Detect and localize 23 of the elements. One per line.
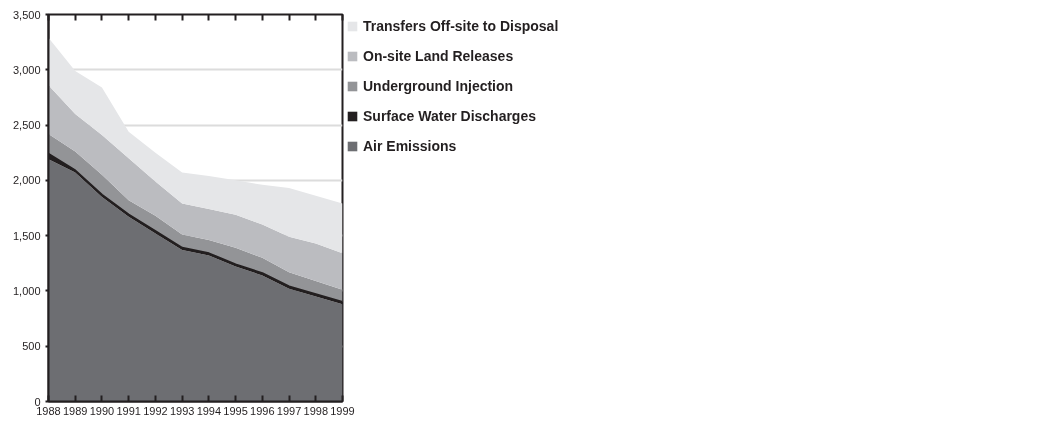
legend-label: Surface Water Discharges <box>363 108 536 124</box>
y-tick-label: 2,000 <box>12 174 41 187</box>
x-tick-label: 1999 <box>330 404 355 417</box>
legend-label: Air Emissions <box>363 138 457 154</box>
x-tick-label: 1992 <box>143 404 168 417</box>
x-tick-label: 1996 <box>250 404 275 417</box>
x-tick-label: 1989 <box>62 404 88 417</box>
y-tick-label: 3,000 <box>12 63 41 76</box>
x-tick-label: 1998 <box>303 404 329 417</box>
x-tick-label: 1995 <box>223 404 248 417</box>
legend-label: Underground Injection <box>363 78 514 94</box>
y-tick-label: 3,500 <box>12 8 41 21</box>
y-tick-label: 2,500 <box>12 119 41 132</box>
y-tick-label: 500 <box>22 340 41 353</box>
x-tick-label: 1993 <box>169 404 195 417</box>
x-tick-label: 1997 <box>276 404 302 417</box>
legend-label: On-site Land Releases <box>363 48 514 64</box>
y-tick-label: 1,500 <box>12 229 41 242</box>
x-tick-label: 1990 <box>89 404 115 417</box>
y-tick-label: 1,000 <box>12 284 41 297</box>
legend-label: Transfers Off-site to Disposal <box>363 18 559 34</box>
x-tick-label: 1991 <box>116 404 141 417</box>
x-tick-label: 1994 <box>196 404 222 417</box>
